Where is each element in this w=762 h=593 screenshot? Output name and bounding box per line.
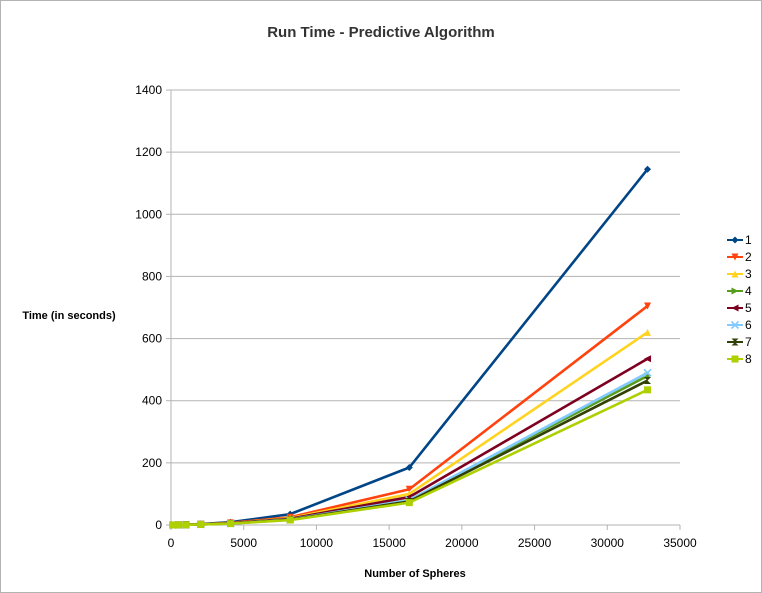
y-tick-label-6: 1200 [135,145,162,159]
x-tick-label-5: 25000 [518,536,552,550]
legend-item-5: 5 [727,301,752,315]
y-tick-label-7: 1400 [135,83,162,97]
data-point-7-8 [644,377,652,385]
legend-item-7: 7 [727,335,752,349]
data-point-1-7 [405,464,413,472]
data-point-8-2 [174,521,182,529]
y-tick-label-2: 400 [142,394,162,408]
x-tick-labels: 0 5000 10000 15000 20000 25000 30000 35000 [168,536,697,550]
data-point-8-7 [405,499,413,507]
legend-marker-5 [731,304,739,312]
data-point-8-8 [644,386,652,394]
series-8 [169,386,652,529]
legend-label-5: 5 [745,301,752,315]
y-axis-label: Time (in seconds) [22,310,116,322]
y-tick-label-5: 1000 [135,207,162,221]
legend-marker-4 [731,287,739,295]
legend-label-7: 7 [745,335,752,349]
data-point-8-6 [286,516,294,524]
y-tick-label-3: 600 [142,332,162,346]
data-point-5-8 [644,355,652,363]
legend-item-4: 4 [727,284,752,298]
series-1 [169,165,652,529]
data-point-8-4 [197,520,205,528]
data-point-8-1 [171,521,179,529]
gridlines [171,89,680,526]
legend-marker-2 [731,253,739,261]
legend-item-2: 2 [727,250,752,264]
data-point-3-8 [644,328,652,336]
legend-marker-8 [731,355,739,363]
legend-item-3: 3 [727,267,752,281]
axes [166,89,681,530]
legend-label-2: 2 [745,250,752,264]
data-point-8-5 [227,520,235,528]
x-tick-label-6: 30000 [591,536,625,550]
y-tick-label-0: 0 [155,518,162,532]
y-tick-label-1: 200 [142,456,162,470]
data-point-6-8 [643,368,652,377]
legend-label-6: 6 [745,318,752,332]
series-line-1 [172,168,649,527]
chart-title: Run Time - Predictive Algorithm [267,24,495,41]
data-point-2-8 [644,302,652,310]
legend-marker-3 [731,270,739,278]
legend-label-1: 1 [745,233,752,247]
legend: 1 2 3 4 5 6 7 8 [727,233,752,366]
x-tick-label-3: 15000 [372,536,406,550]
data-point-8-3 [182,521,190,529]
legend-marker-1 [731,236,739,244]
x-axis-label: Number of Spheres [364,568,465,580]
x-tick-label-0: 0 [168,536,175,550]
x-tick-label-1: 5000 [230,536,257,550]
y-tick-label-4: 800 [142,269,162,283]
legend-label-3: 3 [745,267,752,281]
legend-label-8: 8 [745,352,752,366]
y-tick-labels: 0 200 400 600 800 1000 1200 1400 [135,83,162,532]
legend-label-4: 4 [745,284,752,298]
legend-item-6: 6 [727,318,752,332]
legend-item-1: 1 [727,233,752,247]
legend-marker-6 [730,320,740,330]
x-tick-label-7: 35000 [663,536,697,550]
data-point-2-7 [405,485,413,493]
series-layer [168,165,652,530]
x-tick-label-2: 10000 [300,536,334,550]
legend-marker-7 [731,338,739,346]
legend-item-8: 8 [727,352,752,366]
data-point-1-8 [644,165,652,173]
x-tick-label-4: 20000 [445,536,479,550]
